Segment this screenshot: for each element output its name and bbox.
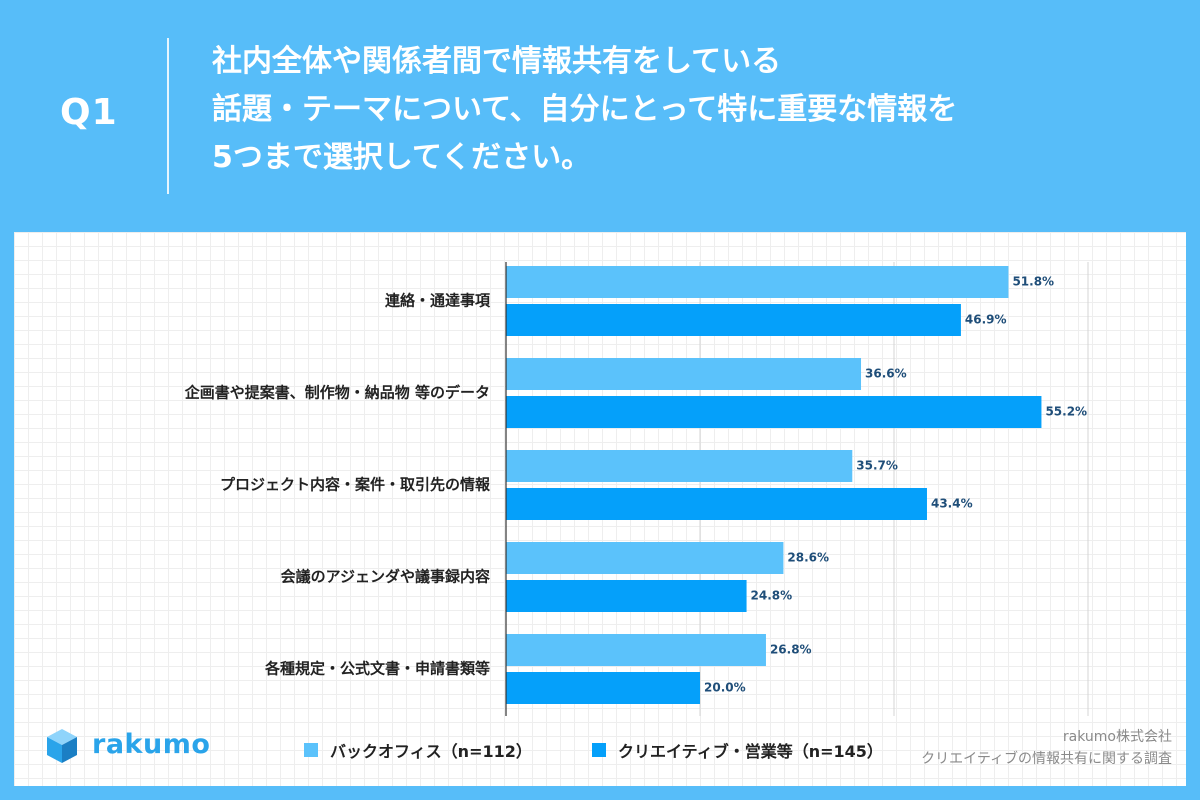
bar-creative [506, 304, 961, 336]
chart-panel: 連絡・通達事項 51.8% 46.9% 企画書や提案書、制作物・納品物 等のデータ 36… [14, 232, 1186, 786]
bar-backoffice [506, 542, 784, 574]
category-label: 企画書や提案書、制作物・納品物 等のデータ [184, 384, 490, 402]
bar-backoffice [506, 358, 862, 390]
credit-survey-title: クリエイティブの情報共有に関する調査 [921, 751, 1172, 767]
header-divider [167, 38, 169, 194]
value-label: 43.4% [931, 497, 973, 511]
value-label: 28.6% [787, 551, 829, 565]
bar-chart: 連絡・通達事項 51.8% 46.9% 企画書や提案書、制作物・納品物 等のデータ 36… [184, 262, 1089, 716]
survey-credit: rakumo株式会社 クリエイティブの情報共有に関する調査 [921, 726, 1172, 770]
legend-label: クリエイティブ・営業等（n=145） [618, 742, 883, 761]
category-label: 連絡・通達事項 [385, 292, 491, 310]
bar-creative [506, 488, 927, 520]
bar-backoffice [506, 634, 766, 666]
bar-creative [506, 396, 1042, 428]
legend-item-backoffice: バックオフィス（n=112） [304, 738, 532, 762]
category-label: プロジェクト内容・案件・取引先の情報 [220, 476, 491, 494]
value-label: 35.7% [856, 459, 898, 473]
question-text: 社内全体や関係者間で情報共有をしている 話題・テーマについて、自分にとって特に重… [212, 38, 1172, 182]
rakumo-logo: rakumo [44, 727, 244, 767]
question-header: Q1 社内全体や関係者間で情報共有をしている 話題・テーマについて、自分にとって… [0, 0, 1200, 232]
value-label: 24.8% [751, 589, 793, 603]
bar-backoffice [506, 266, 1009, 298]
value-label: 20.0% [704, 681, 746, 695]
question-line: 社内全体や関係者間で情報共有をしている [212, 44, 782, 79]
value-label: 26.8% [770, 643, 812, 657]
logo-wordmark: rakumo [92, 729, 211, 760]
value-label: 55.2% [1045, 405, 1087, 419]
legend-swatch [304, 743, 318, 757]
bar-creative [506, 580, 747, 612]
category-label: 各種規定・公式文書・申請書類等 [264, 660, 490, 678]
legend-swatch [592, 743, 606, 757]
question-line: 話題・テーマについて、自分にとって特に重要な情報を [212, 92, 958, 127]
bar-backoffice [506, 450, 853, 482]
value-label: 51.8% [1012, 275, 1054, 289]
value-label: 46.9% [965, 313, 1007, 327]
question-number: Q1 [60, 92, 118, 133]
value-label: 36.6% [865, 367, 907, 381]
category-label: 会議のアジェンダや議事録内容 [281, 568, 490, 586]
credit-company: rakumo株式会社 [1062, 729, 1172, 745]
question-line: 5つまで選択してください。 [212, 140, 592, 175]
bar-creative [506, 672, 700, 704]
legend-label: バックオフィス（n=112） [330, 742, 532, 761]
legend-item-creative: クリエイティブ・営業等（n=145） [592, 738, 883, 762]
logo-cube-icon [47, 729, 77, 763]
